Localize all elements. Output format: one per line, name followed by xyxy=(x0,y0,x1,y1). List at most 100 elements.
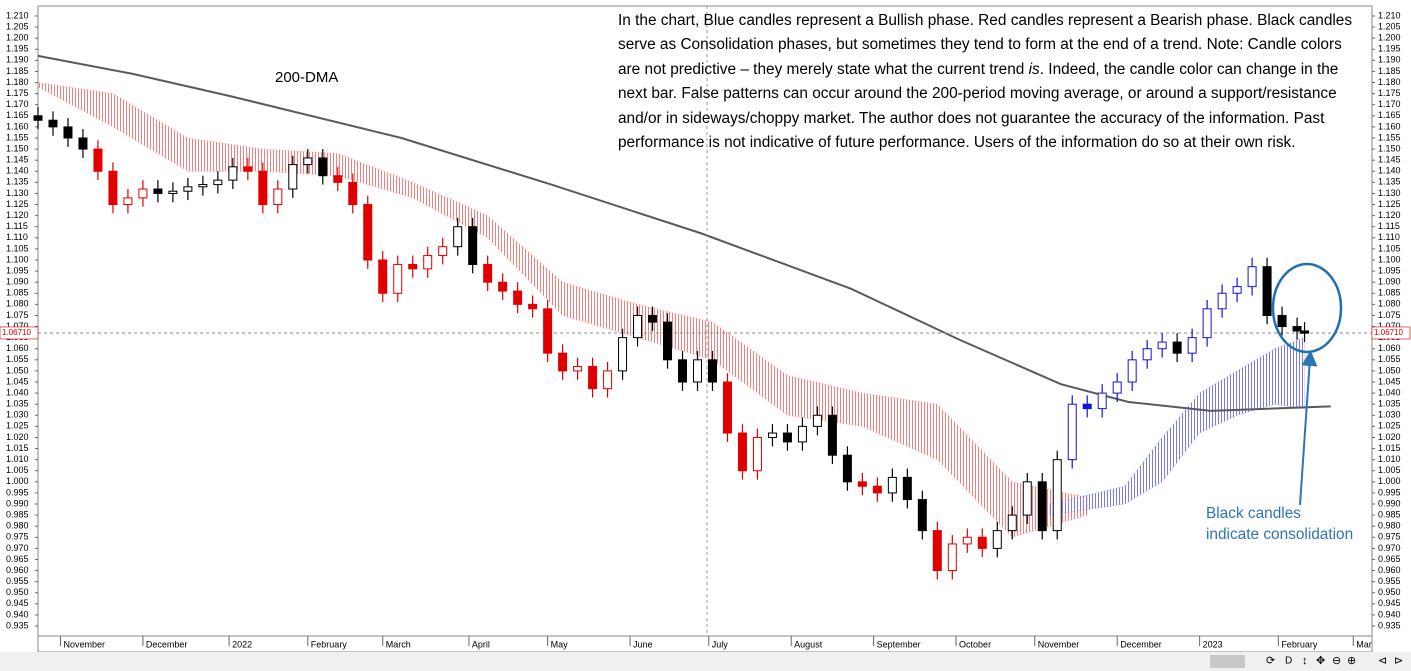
y-tick-label: 1.210 xyxy=(1378,10,1401,20)
y-tick-label: 1.025 xyxy=(1378,421,1401,431)
y-tick-label: 1.045 xyxy=(6,376,29,386)
y-tick-label: 0.990 xyxy=(6,498,29,508)
candle-body xyxy=(1172,341,1182,354)
x-tick-label: November xyxy=(63,639,105,649)
y-tick-label: 1.130 xyxy=(6,188,29,198)
icon-resize[interactable]: ↕ xyxy=(1302,655,1308,667)
candle-body xyxy=(663,321,673,361)
y-tick-label: 1.025 xyxy=(6,421,29,431)
y-tick-label: 1.160 xyxy=(1378,121,1401,131)
y-tick-label: 1.005 xyxy=(6,465,29,475)
candle-body xyxy=(573,365,583,372)
status-bar xyxy=(0,652,1411,671)
y-tick-label: 1.000 xyxy=(1378,476,1401,486)
x-tick-label: November xyxy=(1038,639,1080,649)
icon-forward[interactable]: ⊳ xyxy=(1394,655,1403,667)
x-tick-label: Mar xyxy=(1356,639,1372,649)
x-tick-label: February xyxy=(311,639,348,649)
icon-back[interactable]: ⊲ xyxy=(1378,655,1387,667)
y-tick-label: 1.085 xyxy=(1378,288,1401,298)
candle-body xyxy=(932,530,942,572)
y-tick-label: 1.125 xyxy=(1378,199,1401,209)
candle-body xyxy=(1247,266,1257,288)
y-tick-label: 1.155 xyxy=(6,132,29,142)
y-tick-label: 1.040 xyxy=(1378,387,1401,397)
candle-body xyxy=(33,115,43,121)
y-tick-label: 1.110 xyxy=(6,232,28,242)
y-tick-label: 1.035 xyxy=(6,399,29,409)
candle-body xyxy=(468,226,478,265)
icon-zoom-out[interactable]: ⊖ xyxy=(1332,655,1341,667)
y-tick-label: 0.980 xyxy=(1378,521,1401,531)
y-tick-label: 1.100 xyxy=(1378,254,1401,264)
candle-body xyxy=(648,314,658,323)
icon-zoom-in[interactable]: ⊕ xyxy=(1347,655,1356,667)
y-tick-label: 0.970 xyxy=(1378,543,1401,553)
x-tick-label: September xyxy=(877,639,921,649)
y-tick-label: 1.175 xyxy=(6,88,29,98)
y-tick-label: 1.090 xyxy=(1378,277,1401,287)
candle-body xyxy=(917,499,927,532)
y-tick-label: 0.960 xyxy=(1378,565,1401,575)
candle-body xyxy=(1202,308,1212,339)
x-tick-label: October xyxy=(959,639,991,649)
candle-body xyxy=(63,126,73,139)
candle-body xyxy=(558,352,568,372)
cloud xyxy=(1049,337,1305,516)
y-tick-label: 0.940 xyxy=(1378,609,1401,619)
candle-body xyxy=(1157,341,1167,350)
callout-arrow xyxy=(1299,350,1318,506)
y-tick-label: 1.050 xyxy=(1378,365,1401,375)
candle-body xyxy=(108,170,118,206)
y-tick-label: 1.175 xyxy=(1378,88,1401,98)
candle-body xyxy=(123,197,133,206)
y-tick-label: 0.955 xyxy=(1378,576,1401,586)
y-tick-label: 1.035 xyxy=(1378,399,1401,409)
candle-body xyxy=(872,485,882,494)
candle-body xyxy=(498,281,508,292)
y-tick-label: 0.980 xyxy=(6,521,29,531)
candle-body xyxy=(887,476,897,494)
x-tick-label: April xyxy=(472,639,490,649)
candle-body xyxy=(423,255,433,270)
note-text: In the chart, Blue candles represent a B… xyxy=(618,12,1353,78)
candle-body xyxy=(348,181,358,206)
callout-line: Black candles xyxy=(1206,505,1301,522)
x-tick-label: December xyxy=(1120,639,1162,649)
y-tick-label: 1.160 xyxy=(6,121,29,131)
icon-refresh[interactable]: ⟳ xyxy=(1266,655,1275,667)
note-italic: is xyxy=(1028,60,1040,78)
candle-body xyxy=(333,175,343,183)
y-tick-label: 1.135 xyxy=(6,177,29,187)
y-tick-label: 0.945 xyxy=(6,598,29,608)
candle-body xyxy=(707,359,717,383)
y-tick-label: 0.960 xyxy=(6,565,29,575)
y-tick-label: 1.085 xyxy=(6,288,29,298)
candle-body xyxy=(588,365,598,390)
y-tick-label: 1.185 xyxy=(6,66,29,76)
candle-body xyxy=(183,186,193,192)
y-tick-label: 1.165 xyxy=(1378,110,1401,120)
candle-body xyxy=(857,481,867,487)
candle-body xyxy=(977,536,987,549)
candle-body xyxy=(1277,314,1287,328)
y-tick-label: 1.140 xyxy=(6,166,29,176)
y-tick-label: 1.020 xyxy=(6,432,29,442)
y-tick-label: 1.125 xyxy=(6,199,29,209)
icon-move[interactable]: ✥ xyxy=(1316,655,1325,667)
y-tick-label: 0.985 xyxy=(6,509,29,519)
candle-body xyxy=(78,137,88,150)
price-tag xyxy=(1371,326,1411,340)
period-button[interactable]: D xyxy=(1285,656,1292,667)
x-tick-label: March xyxy=(386,639,411,649)
candle-body xyxy=(1262,266,1272,316)
candle-body xyxy=(902,476,912,501)
candle-body xyxy=(1127,359,1137,383)
scroll-thumb[interactable] xyxy=(1210,655,1245,668)
y-tick-label: 1.200 xyxy=(1378,33,1401,43)
candle-body xyxy=(258,170,268,206)
y-tick-label: 1.090 xyxy=(6,277,29,287)
y-tick-label: 1.110 xyxy=(1378,232,1400,242)
